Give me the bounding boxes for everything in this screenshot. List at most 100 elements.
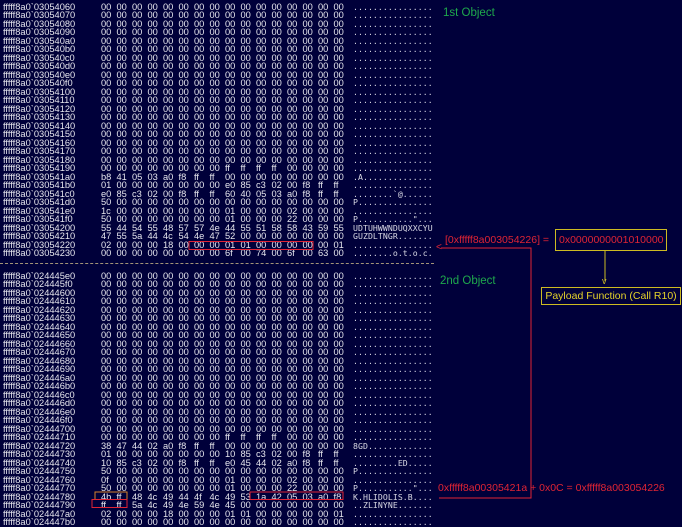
- hex-byte: 00: [318, 415, 329, 426]
- hex-byte: 00: [271, 355, 282, 366]
- hex-byte: 00: [287, 27, 298, 38]
- hex-byte: 00: [302, 44, 313, 55]
- row-ascii: ................: [353, 296, 433, 307]
- hex-byte: 00: [271, 474, 282, 485]
- hex-byte: 00: [271, 1, 282, 12]
- second-object-label: 2nd Object: [440, 275, 496, 287]
- hex-byte: 85: [116, 457, 127, 468]
- hex-byte: 00: [256, 508, 267, 519]
- hex-byte: 00: [302, 86, 313, 97]
- hex-byte: 00: [256, 466, 267, 477]
- hex-byte: 0f: [101, 474, 109, 485]
- hex-byte: 00: [271, 197, 282, 208]
- hex-byte: 00: [271, 69, 282, 80]
- hex-byte: 00: [116, 163, 127, 174]
- hex-byte: 01: [240, 508, 251, 519]
- row-address: fffff8a0`02444680: [3, 355, 76, 366]
- hex-byte: 00: [302, 406, 313, 417]
- hex-byte: 00: [302, 69, 313, 80]
- hex-byte: f8: [302, 180, 311, 191]
- hex-byte: 00: [116, 112, 127, 123]
- hex-byte: 00: [302, 313, 313, 324]
- hex-byte: 00: [256, 355, 267, 366]
- hex-byte: 00: [240, 483, 251, 494]
- dump-row: fffff8a0`02444750 50 00 00 00 00 00 00 00 00 00 00 0…: [0, 467, 440, 476]
- hex-byte: 00: [132, 18, 143, 29]
- hex-byte: 00: [318, 304, 329, 315]
- hex-byte: 00: [194, 78, 205, 89]
- hex-byte: 00: [101, 423, 112, 434]
- hex-byte: 00: [101, 517, 112, 527]
- hex-byte: 00: [333, 78, 344, 89]
- hex-byte: ff: [209, 457, 215, 468]
- dump-row: fffff8a0`02444640 00 00 00 00 00 00 00 00 00 00 00 0…: [0, 321, 440, 332]
- hex-byte: 4c: [147, 500, 158, 511]
- hex-byte: 00: [178, 120, 189, 131]
- hex-byte: 00: [318, 78, 329, 89]
- hex-byte: 00: [318, 270, 329, 281]
- hex-byte: 00: [132, 44, 143, 55]
- hex-byte: 00: [209, 137, 220, 148]
- hex-byte: 00: [147, 239, 158, 250]
- hex-byte: 00: [178, 432, 189, 443]
- hex-byte: 00: [178, 205, 189, 216]
- hex-byte: 00: [318, 372, 329, 383]
- hex-byte: 00: [225, 171, 236, 182]
- hex-byte: 00: [209, 423, 220, 434]
- dump-row: fffff8a0`02444660 00 00 00 00 00 00 00 00 00 00 00 0…: [0, 338, 440, 349]
- hex-byte: 00: [333, 398, 344, 409]
- hex-byte: 00: [333, 61, 344, 72]
- hex-byte: 00: [147, 180, 158, 191]
- hex-byte: 4e: [209, 500, 220, 511]
- hex-byte: 00: [132, 112, 143, 123]
- hex-byte: 00: [271, 214, 282, 225]
- hex-byte: 00: [302, 287, 313, 298]
- hex-byte: 00: [318, 508, 329, 519]
- hex-byte: 00: [225, 154, 236, 165]
- hex-byte: 00: [318, 406, 329, 417]
- row-address: fffff8a0`03054150: [3, 129, 76, 140]
- hex-byte: 00: [194, 35, 205, 46]
- hex-byte: 38: [101, 440, 112, 451]
- hex-byte: 00: [194, 313, 205, 324]
- hex-byte: 00: [116, 466, 127, 477]
- hex-byte: 00: [333, 35, 344, 46]
- hex-byte: 00: [225, 35, 236, 46]
- hex-byte: 00: [287, 231, 298, 242]
- hex-byte: 00: [333, 304, 344, 315]
- hex-byte: 00: [318, 163, 329, 174]
- hex-byte: 00: [225, 364, 236, 375]
- hex-byte: 00: [132, 355, 143, 366]
- hex-byte: 00: [302, 231, 313, 242]
- hex-byte: 00: [333, 287, 344, 298]
- hex-byte: 00: [163, 137, 174, 148]
- hex-byte: 00: [132, 205, 143, 216]
- hex-byte: 00: [225, 1, 236, 12]
- hex-byte: 00: [302, 398, 313, 409]
- hex-byte: 00: [302, 508, 313, 519]
- hex-byte: 00: [147, 163, 158, 174]
- hex-byte: 00: [271, 406, 282, 417]
- hex-byte: 00: [209, 120, 220, 131]
- hex-byte: 00: [116, 197, 127, 208]
- dump-row: fffff8a0`03054220 02 00 00 00 18 00 00 00 01 01 00 0…: [0, 239, 440, 250]
- hex-byte: 00: [132, 321, 143, 332]
- hex-byte: 00: [101, 313, 112, 324]
- dump-row: fffff8a0`03054160 00 00 00 00 00 00 00 00 00 00 00 0…: [0, 137, 440, 148]
- hex-byte: 00: [256, 483, 267, 494]
- row-ascii: ................: [353, 239, 433, 250]
- hex-byte: 00: [147, 372, 158, 383]
- hex-byte: 00: [271, 279, 282, 290]
- hex-byte: ff: [333, 188, 339, 199]
- hex-byte: 00: [132, 197, 143, 208]
- row-ascii: ................: [353, 61, 433, 72]
- row-address: fffff8a0`02444660: [3, 338, 76, 349]
- hex-byte: 10: [101, 457, 112, 468]
- hex-byte: 00: [256, 372, 267, 383]
- hex-byte: 00: [318, 1, 329, 12]
- hex-byte: 54: [178, 231, 189, 242]
- hex-byte: 00: [256, 330, 267, 341]
- hex-byte: 00: [163, 355, 174, 366]
- row-ascii: ................: [353, 517, 433, 527]
- hex-byte: 00: [163, 35, 174, 46]
